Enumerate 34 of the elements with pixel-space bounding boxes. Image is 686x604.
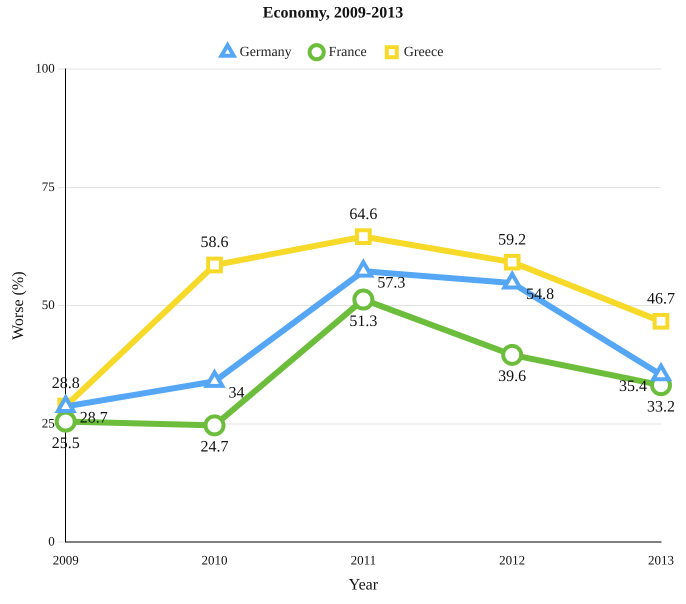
data-label: 51.3 (349, 312, 378, 330)
x-tick-label: 2013 (648, 552, 674, 568)
x-tick-label: 2010 (202, 552, 228, 568)
point (204, 414, 226, 436)
x-tick-label: 2012 (499, 552, 526, 568)
x-tick-label: 2009 (52, 552, 79, 568)
data-label: 59.2 (498, 231, 526, 248)
legend-label: France (328, 44, 367, 60)
data-label: 64.6 (349, 206, 378, 223)
legend-label: Germany (240, 44, 292, 60)
data-label: 58.6 (200, 234, 229, 252)
data-label: 46.7 (647, 290, 675, 308)
y-tick-label: 25 (42, 415, 55, 430)
point (652, 312, 670, 330)
y-tick-label: 75 (42, 178, 55, 194)
point (504, 254, 521, 271)
x-tick-label: 2011 (350, 552, 376, 568)
point (206, 256, 223, 274)
chart-title: Economy, 2009-2013 (262, 4, 404, 22)
data-label: 57.3 (377, 274, 406, 292)
y-axis-title: Worse (%) (10, 271, 27, 340)
point (501, 344, 524, 366)
y-tick-label: 50 (42, 297, 55, 312)
x-axis-title: Year (348, 576, 379, 594)
y-tick-label: 0 (48, 534, 55, 549)
data-label: 34 (228, 384, 245, 402)
point (354, 228, 372, 246)
legend-label: Greece (404, 44, 444, 60)
data-label: 39.6 (498, 368, 526, 386)
y-tick-label: 100 (35, 60, 55, 76)
point (352, 288, 374, 311)
data-label: 35.4 (619, 378, 647, 395)
data-label: 33.2 (647, 398, 675, 416)
data-label: 24.7 (200, 438, 229, 456)
